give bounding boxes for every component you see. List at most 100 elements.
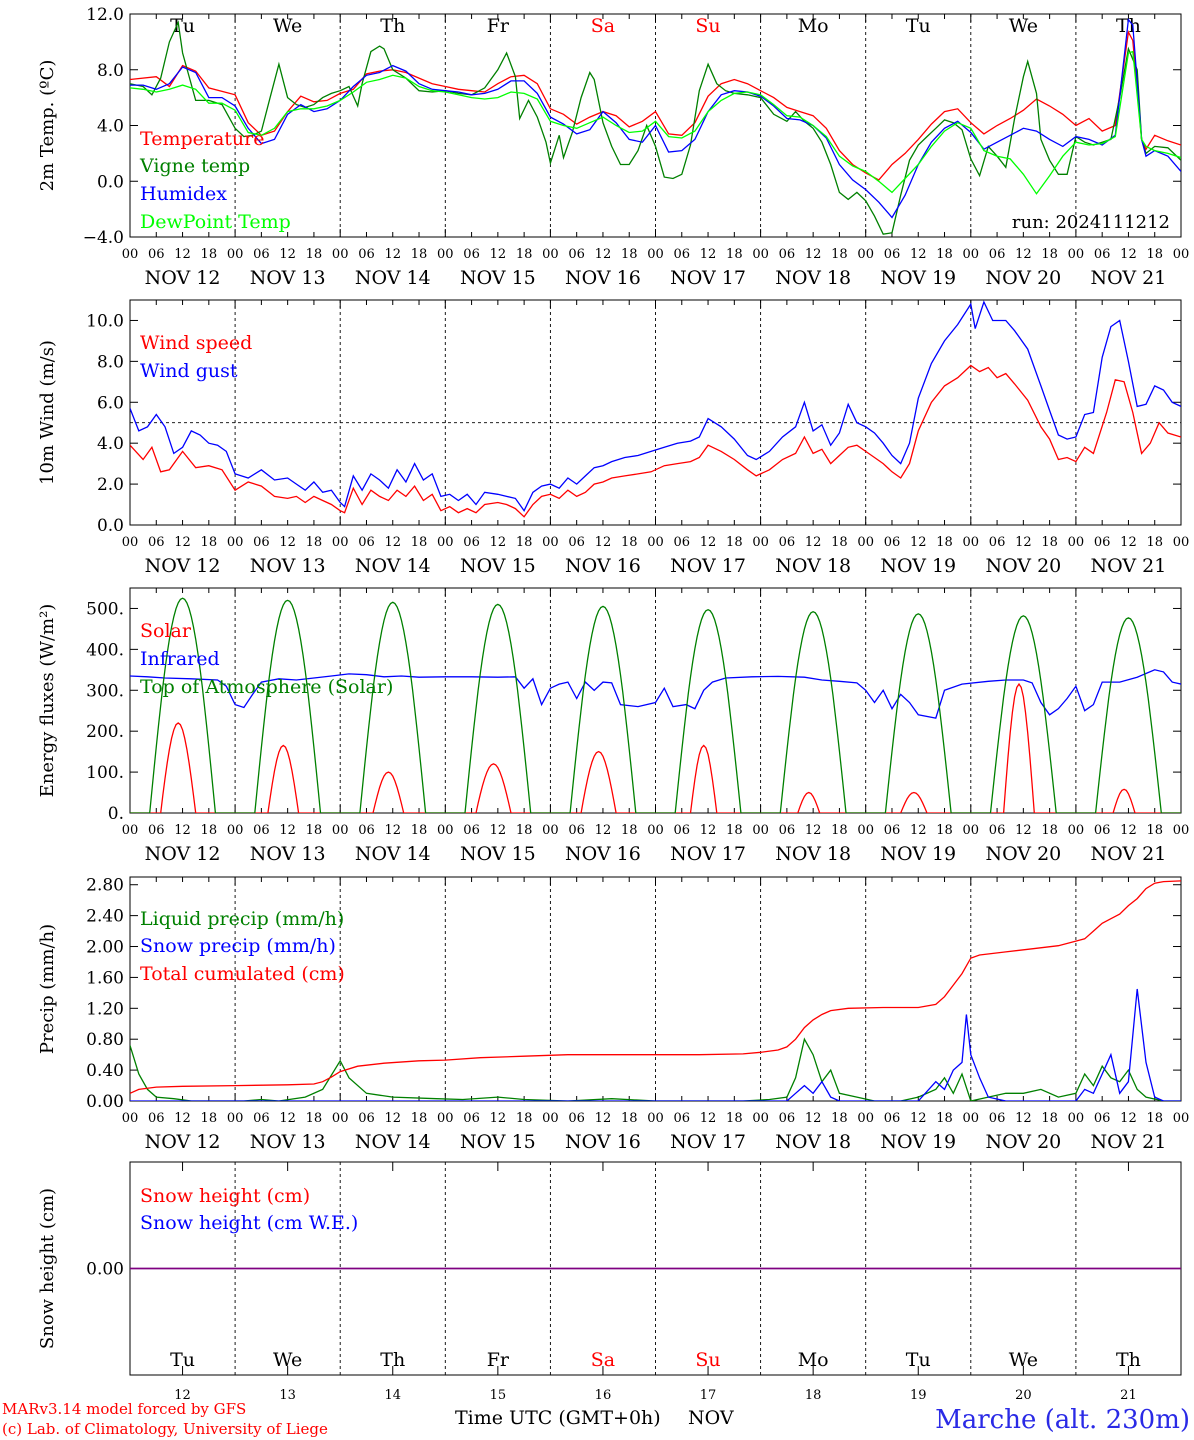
series-toa_solar-line bbox=[130, 597, 1181, 813]
hour-tick-label: 00 bbox=[122, 247, 139, 262]
hour-tick-label: 00 bbox=[542, 1111, 559, 1126]
hour-tick-label: 00 bbox=[227, 823, 244, 838]
day-number-label: 12 bbox=[174, 1388, 191, 1403]
hour-tick-label: 18 bbox=[306, 1111, 323, 1126]
hour-tick-label: 12 bbox=[384, 1111, 401, 1126]
hour-tick-label: 00 bbox=[437, 247, 454, 262]
hour-tick-label: 18 bbox=[936, 535, 953, 550]
hour-tick-label: 00 bbox=[1068, 1111, 1085, 1126]
hour-tick-label: 06 bbox=[568, 535, 585, 550]
hour-tick-label: 06 bbox=[148, 1111, 165, 1126]
series-layer bbox=[130, 880, 1181, 1101]
day-name-label: Tu bbox=[906, 15, 931, 37]
y-tick-label: 2.00 bbox=[86, 938, 124, 958]
y-axis-title: 2m Temp. (ºC) bbox=[37, 60, 58, 192]
date-label: NOV 18 bbox=[775, 843, 851, 865]
day-name-label: Th bbox=[380, 1349, 405, 1371]
panel-precip: 0.00 0.40 0.80 1.20 1.60 2.00 2.40 2.80 Precip (… bbox=[37, 876, 1189, 1153]
hour-tick-label: 18 bbox=[726, 247, 743, 262]
date-label: NOV 12 bbox=[145, 843, 221, 865]
date-label: NOV 14 bbox=[355, 1131, 431, 1153]
day-number-label: 16 bbox=[595, 1388, 612, 1403]
legend-cumulated: Total cumulated (cm) bbox=[140, 963, 345, 985]
date-label: NOV 15 bbox=[460, 555, 536, 577]
y-tick-label: 400. bbox=[86, 640, 124, 660]
hour-tick-label: 06 bbox=[358, 823, 375, 838]
legend-solar: Solar bbox=[140, 620, 192, 642]
hour-tick-label: 12 bbox=[1120, 535, 1137, 550]
series-layer bbox=[130, 597, 1181, 813]
hour-tick-label: 06 bbox=[989, 1111, 1006, 1126]
hour-tick-label: 18 bbox=[1041, 535, 1058, 550]
day-number-label: 13 bbox=[279, 1388, 296, 1403]
hour-tick-label: 12 bbox=[279, 535, 296, 550]
day-name-label: Su bbox=[695, 15, 720, 37]
y-axis-title: 10m Wind (m/s) bbox=[37, 340, 58, 485]
y-tick-label: 6.0 bbox=[97, 393, 124, 413]
hour-tick-label: 06 bbox=[884, 535, 901, 550]
legend-liquid: Liquid precip (mm/h) bbox=[140, 908, 344, 930]
hour-tick-label: 06 bbox=[1094, 1111, 1111, 1126]
date-label: NOV 21 bbox=[1091, 555, 1167, 577]
legend-infrared: Infrared bbox=[140, 648, 220, 670]
date-label: NOV 16 bbox=[565, 843, 641, 865]
hour-tick-label: 06 bbox=[253, 823, 270, 838]
hour-tick-label: 00 bbox=[1173, 823, 1190, 838]
hour-tick-label: 12 bbox=[279, 247, 296, 262]
hour-tick-label: 18 bbox=[1146, 247, 1163, 262]
hour-tick-label: 12 bbox=[1015, 247, 1032, 262]
y-tick-label: 2.40 bbox=[86, 907, 124, 927]
hour-tick-label: 06 bbox=[358, 1111, 375, 1126]
day-name-label: We bbox=[273, 1349, 302, 1371]
hour-tick-label: 18 bbox=[411, 823, 428, 838]
run-label: run: 2024111212 bbox=[1012, 212, 1170, 233]
hour-tick-label: 18 bbox=[726, 823, 743, 838]
y-axis-title: Precip (mm/h) bbox=[37, 924, 58, 1054]
hour-tick-label: 00 bbox=[122, 535, 139, 550]
date-label: NOV 17 bbox=[670, 555, 746, 577]
date-label: NOV 13 bbox=[250, 1131, 326, 1153]
day-name-label: Tu bbox=[170, 1349, 195, 1371]
y-tick-label: 100. bbox=[86, 763, 124, 783]
date-label: NOV 14 bbox=[355, 843, 431, 865]
hour-tick-label: 18 bbox=[516, 1111, 533, 1126]
y-tick-label: 1.20 bbox=[86, 999, 124, 1019]
hour-tick-label: 06 bbox=[463, 1111, 480, 1126]
hour-tick-label: 06 bbox=[253, 535, 270, 550]
hour-tick-label: 06 bbox=[148, 535, 165, 550]
hour-tick-label: 18 bbox=[306, 823, 323, 838]
hour-tick-label: 12 bbox=[174, 1111, 191, 1126]
date-label: NOV 13 bbox=[250, 267, 326, 289]
hour-tick-label: 18 bbox=[831, 535, 848, 550]
hour-tick-label: 18 bbox=[306, 535, 323, 550]
hour-tick-label: 06 bbox=[1094, 535, 1111, 550]
hour-tick-label: 18 bbox=[936, 1111, 953, 1126]
hour-tick-label: 00 bbox=[963, 1111, 980, 1126]
hour-tick-label: 12 bbox=[490, 823, 507, 838]
legend-wind_gust: Wind gust bbox=[140, 360, 238, 382]
y-tick-label: 0.00 bbox=[86, 1260, 124, 1280]
hour-tick-label: 06 bbox=[779, 247, 796, 262]
hour-tick-label: 12 bbox=[910, 1111, 927, 1126]
hour-tick-label: 12 bbox=[595, 247, 612, 262]
y-tick-label: 8.0 bbox=[97, 61, 124, 81]
date-label: NOV 14 bbox=[355, 555, 431, 577]
location-label: Marche (alt. 230m) bbox=[935, 1405, 1190, 1435]
hour-tick-label: 18 bbox=[621, 1111, 638, 1126]
panel-temp: −4.0 0.0 4.0 8.0 12.0 2m Temp. (ºC) 00 06 12 18 00… bbox=[37, 5, 1189, 289]
series-liquid-line bbox=[130, 1037, 1181, 1101]
hour-tick-label: 12 bbox=[805, 1111, 822, 1126]
day-name-label: Mo bbox=[798, 15, 829, 37]
date-label: NOV 20 bbox=[985, 267, 1061, 289]
hour-tick-label: 18 bbox=[621, 823, 638, 838]
hour-tick-label: 00 bbox=[122, 1111, 139, 1126]
day-number-label: 17 bbox=[700, 1388, 717, 1403]
hour-tick-label: 00 bbox=[963, 823, 980, 838]
day-name-label: Th bbox=[380, 15, 405, 37]
hour-tick-label: 12 bbox=[1015, 1111, 1032, 1126]
y-tick-label: 0.0 bbox=[97, 172, 124, 192]
hour-tick-label: 06 bbox=[568, 823, 585, 838]
date-label: NOV 20 bbox=[985, 843, 1061, 865]
hour-tick-label: 18 bbox=[516, 247, 533, 262]
date-label: NOV 15 bbox=[460, 1131, 536, 1153]
